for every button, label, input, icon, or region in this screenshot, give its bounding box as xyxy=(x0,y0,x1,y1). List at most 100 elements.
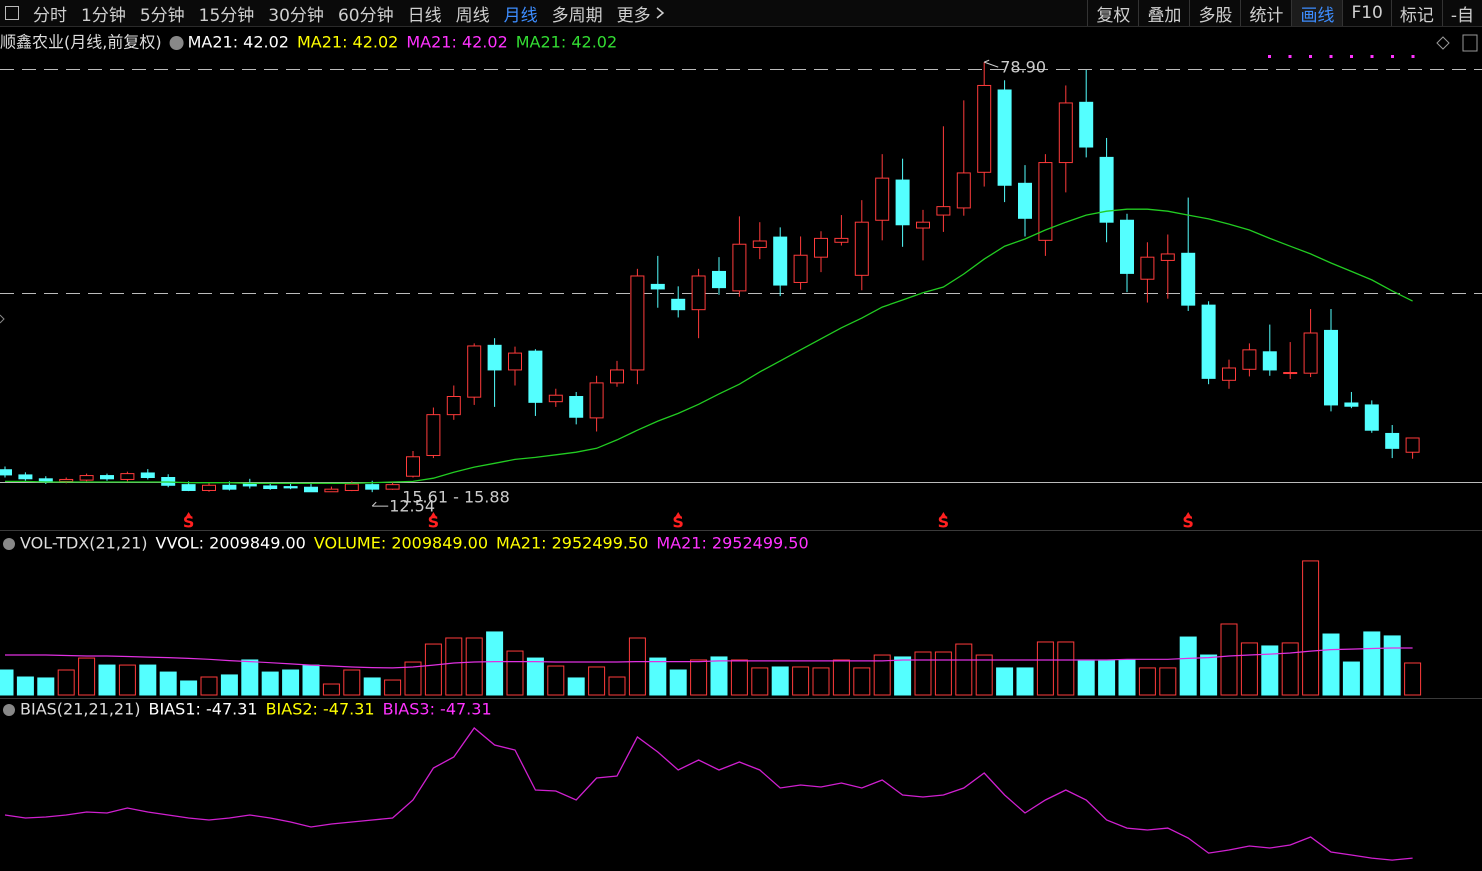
candle-body xyxy=(181,484,196,491)
candle-body xyxy=(487,344,502,371)
volume-bar xyxy=(710,656,728,696)
toolbar: 分时 1分钟 5分钟 15分钟 30分钟 60分钟 日线 周线 月线 多周期 更多 复权 叠加 多股 统计… xyxy=(0,0,1482,27)
legend-entry: MA21: 2952499.50 xyxy=(656,534,808,553)
volume-bar xyxy=(282,669,300,696)
legend-entry: MA21: 2952499.50 xyxy=(496,534,648,553)
candle-body xyxy=(732,243,747,292)
candle-body xyxy=(18,474,33,480)
tool-tab[interactable]: -自 xyxy=(1441,0,1482,26)
diamond-icon[interactable] xyxy=(1436,36,1450,50)
volume-bar xyxy=(934,651,952,696)
tool-tab[interactable]: 画线 xyxy=(1291,0,1343,26)
candle-body xyxy=(752,240,767,248)
legend-entry: MA21: 42.02 xyxy=(297,33,398,52)
candle-body xyxy=(854,221,869,276)
volume-bar xyxy=(200,676,218,696)
candle-body xyxy=(426,414,441,456)
volume-bar xyxy=(996,667,1014,696)
toolbar-icon[interactable] xyxy=(5,6,19,20)
candle-body xyxy=(140,472,155,479)
candle-body xyxy=(324,488,339,493)
volume-bar xyxy=(57,669,75,696)
candle-body xyxy=(0,469,12,476)
volume-bar xyxy=(220,674,238,696)
candle-body xyxy=(997,89,1012,186)
volume-bar xyxy=(873,654,891,696)
signal-arrow xyxy=(185,512,192,517)
candle-body xyxy=(1140,256,1155,280)
candle-body xyxy=(956,172,971,209)
period-tab[interactable]: 5分钟 xyxy=(139,5,185,26)
period-tab[interactable]: 周线 xyxy=(455,5,490,26)
ma-line xyxy=(5,208,1413,484)
period-tab[interactable]: 分时 xyxy=(33,5,67,26)
panel-icon xyxy=(3,704,15,716)
period-tab[interactable]: 30分钟 xyxy=(268,5,324,26)
candle-body xyxy=(59,478,74,482)
volume-bar xyxy=(261,671,279,696)
volume-bar xyxy=(1179,636,1197,696)
volume-bar xyxy=(1261,645,1279,696)
candle-body xyxy=(202,484,216,491)
volume-bar xyxy=(445,637,463,696)
panel-title: 顺鑫农业(月线,前复权) xyxy=(0,33,162,52)
candle-body xyxy=(977,84,992,173)
legend-entry: MA21: 42.02 xyxy=(188,33,289,52)
tool-tab[interactable]: 叠加 xyxy=(1138,0,1189,26)
tool-tab[interactable]: 多股 xyxy=(1189,0,1240,26)
signal-label: S xyxy=(428,513,440,532)
volume-bar xyxy=(363,677,381,696)
tool-tab[interactable]: 标记 xyxy=(1390,0,1442,26)
period-tab[interactable]: 日线 xyxy=(407,5,442,26)
candle-body xyxy=(508,352,522,371)
volume-bar xyxy=(1200,654,1218,696)
volume-bar xyxy=(465,637,483,696)
tool-tab[interactable]: F10 xyxy=(1342,0,1390,26)
period-tab[interactable]: 1分钟 xyxy=(81,5,126,26)
candle-body xyxy=(916,221,930,229)
volume-bar xyxy=(526,657,544,696)
marker-dot xyxy=(1411,55,1415,58)
signal-arrow xyxy=(940,512,947,517)
candle-body xyxy=(1324,329,1338,406)
edge-arrow xyxy=(0,314,5,324)
volume-bar xyxy=(159,671,177,696)
tool-tab[interactable]: 复权 xyxy=(1087,0,1138,26)
candle-body xyxy=(467,345,482,398)
signal-label: S xyxy=(672,513,684,532)
period-tab[interactable]: 多周期 xyxy=(551,5,603,26)
volume-bar xyxy=(1281,642,1299,696)
candle-body xyxy=(1303,332,1318,374)
period-tab[interactable]: 15分钟 xyxy=(198,5,255,26)
volume-bar xyxy=(914,651,932,696)
signal-arrow xyxy=(430,512,437,517)
volume-bar xyxy=(567,677,585,696)
period-tab[interactable]: 更多 xyxy=(616,5,651,26)
volume-bar xyxy=(486,631,504,696)
volume-bar xyxy=(343,669,361,696)
annotation: 12.54 xyxy=(389,497,435,516)
volume-bar xyxy=(78,657,96,696)
annotation-arrow xyxy=(984,59,999,68)
legend-entry: BIAS3: -47.31 xyxy=(383,700,492,719)
candle-body xyxy=(1120,219,1134,274)
volume-bar xyxy=(771,666,789,696)
period-tab[interactable]: 月线 xyxy=(503,5,538,26)
period-tab[interactable]: 60分钟 xyxy=(337,5,394,26)
more-chevron[interactable] xyxy=(655,6,665,20)
candle-body xyxy=(1038,162,1053,241)
tool-tab[interactable]: 统计 xyxy=(1240,0,1291,26)
volume-bar xyxy=(1118,659,1136,696)
panel-title: BIAS(21,21,21) xyxy=(20,700,141,719)
volume-bar xyxy=(0,669,14,696)
volume-bar xyxy=(424,643,442,696)
candle-body xyxy=(1364,404,1379,431)
marker-dots xyxy=(1268,55,1415,58)
candle-body xyxy=(344,483,359,491)
box-icon[interactable] xyxy=(1462,34,1478,52)
candle-body xyxy=(834,237,849,243)
marker-dot xyxy=(1268,55,1271,58)
candle-body xyxy=(589,382,604,419)
